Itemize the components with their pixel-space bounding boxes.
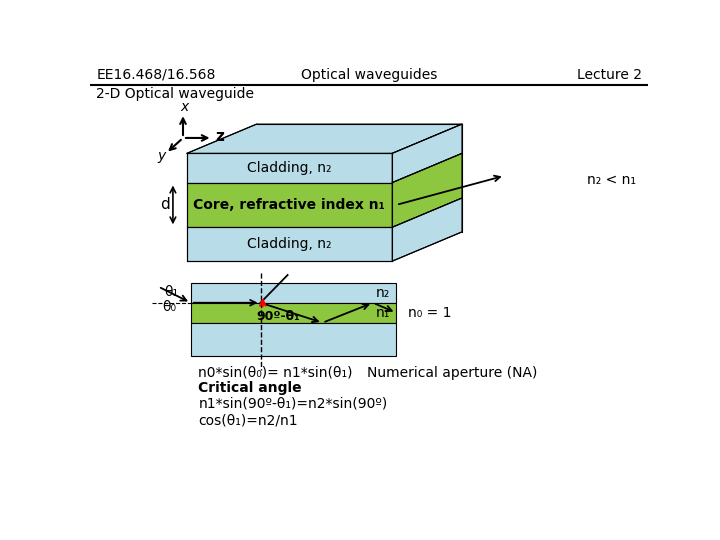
Polygon shape xyxy=(187,124,462,153)
Text: x: x xyxy=(181,100,189,114)
Text: n₁: n₁ xyxy=(376,306,390,320)
Polygon shape xyxy=(392,198,462,261)
Text: n₂ < n₁: n₂ < n₁ xyxy=(588,173,636,186)
Text: θ₁: θ₁ xyxy=(164,285,179,299)
Text: θ₀: θ₀ xyxy=(162,300,176,314)
Text: z: z xyxy=(215,129,224,144)
Text: 90º-θ₁: 90º-θ₁ xyxy=(256,310,300,323)
Text: d: d xyxy=(161,198,170,212)
Text: Numerical aperture (NA): Numerical aperture (NA) xyxy=(367,366,538,380)
Text: y: y xyxy=(157,150,166,164)
Text: EE16.468/16.568: EE16.468/16.568 xyxy=(96,68,215,82)
Polygon shape xyxy=(392,124,462,183)
Text: n₂: n₂ xyxy=(376,286,390,300)
Polygon shape xyxy=(187,153,392,183)
Polygon shape xyxy=(187,227,392,261)
Polygon shape xyxy=(392,153,462,227)
Text: 2-D Optical waveguide: 2-D Optical waveguide xyxy=(96,87,254,101)
Polygon shape xyxy=(191,283,396,303)
Polygon shape xyxy=(191,323,396,356)
Text: Cladding, n₂: Cladding, n₂ xyxy=(247,161,331,175)
Text: Cladding, n₂: Cladding, n₂ xyxy=(247,237,331,251)
Text: n1*sin(90º-θ₁)=n2*sin(90º): n1*sin(90º-θ₁)=n2*sin(90º) xyxy=(199,396,388,410)
Text: Optical waveguides: Optical waveguides xyxy=(301,68,437,82)
Text: Core, refractive index n₁: Core, refractive index n₁ xyxy=(193,198,385,212)
Text: n0*sin(θ₀)= n1*sin(θ₁): n0*sin(θ₀)= n1*sin(θ₁) xyxy=(199,366,353,380)
Text: cos(θ₁)=n2/n1: cos(θ₁)=n2/n1 xyxy=(199,414,298,428)
Text: Critical angle: Critical angle xyxy=(199,381,302,395)
Polygon shape xyxy=(191,303,396,323)
Text: n₀ = 1: n₀ = 1 xyxy=(408,306,451,320)
Text: Lecture 2: Lecture 2 xyxy=(577,68,642,82)
Polygon shape xyxy=(187,183,392,227)
